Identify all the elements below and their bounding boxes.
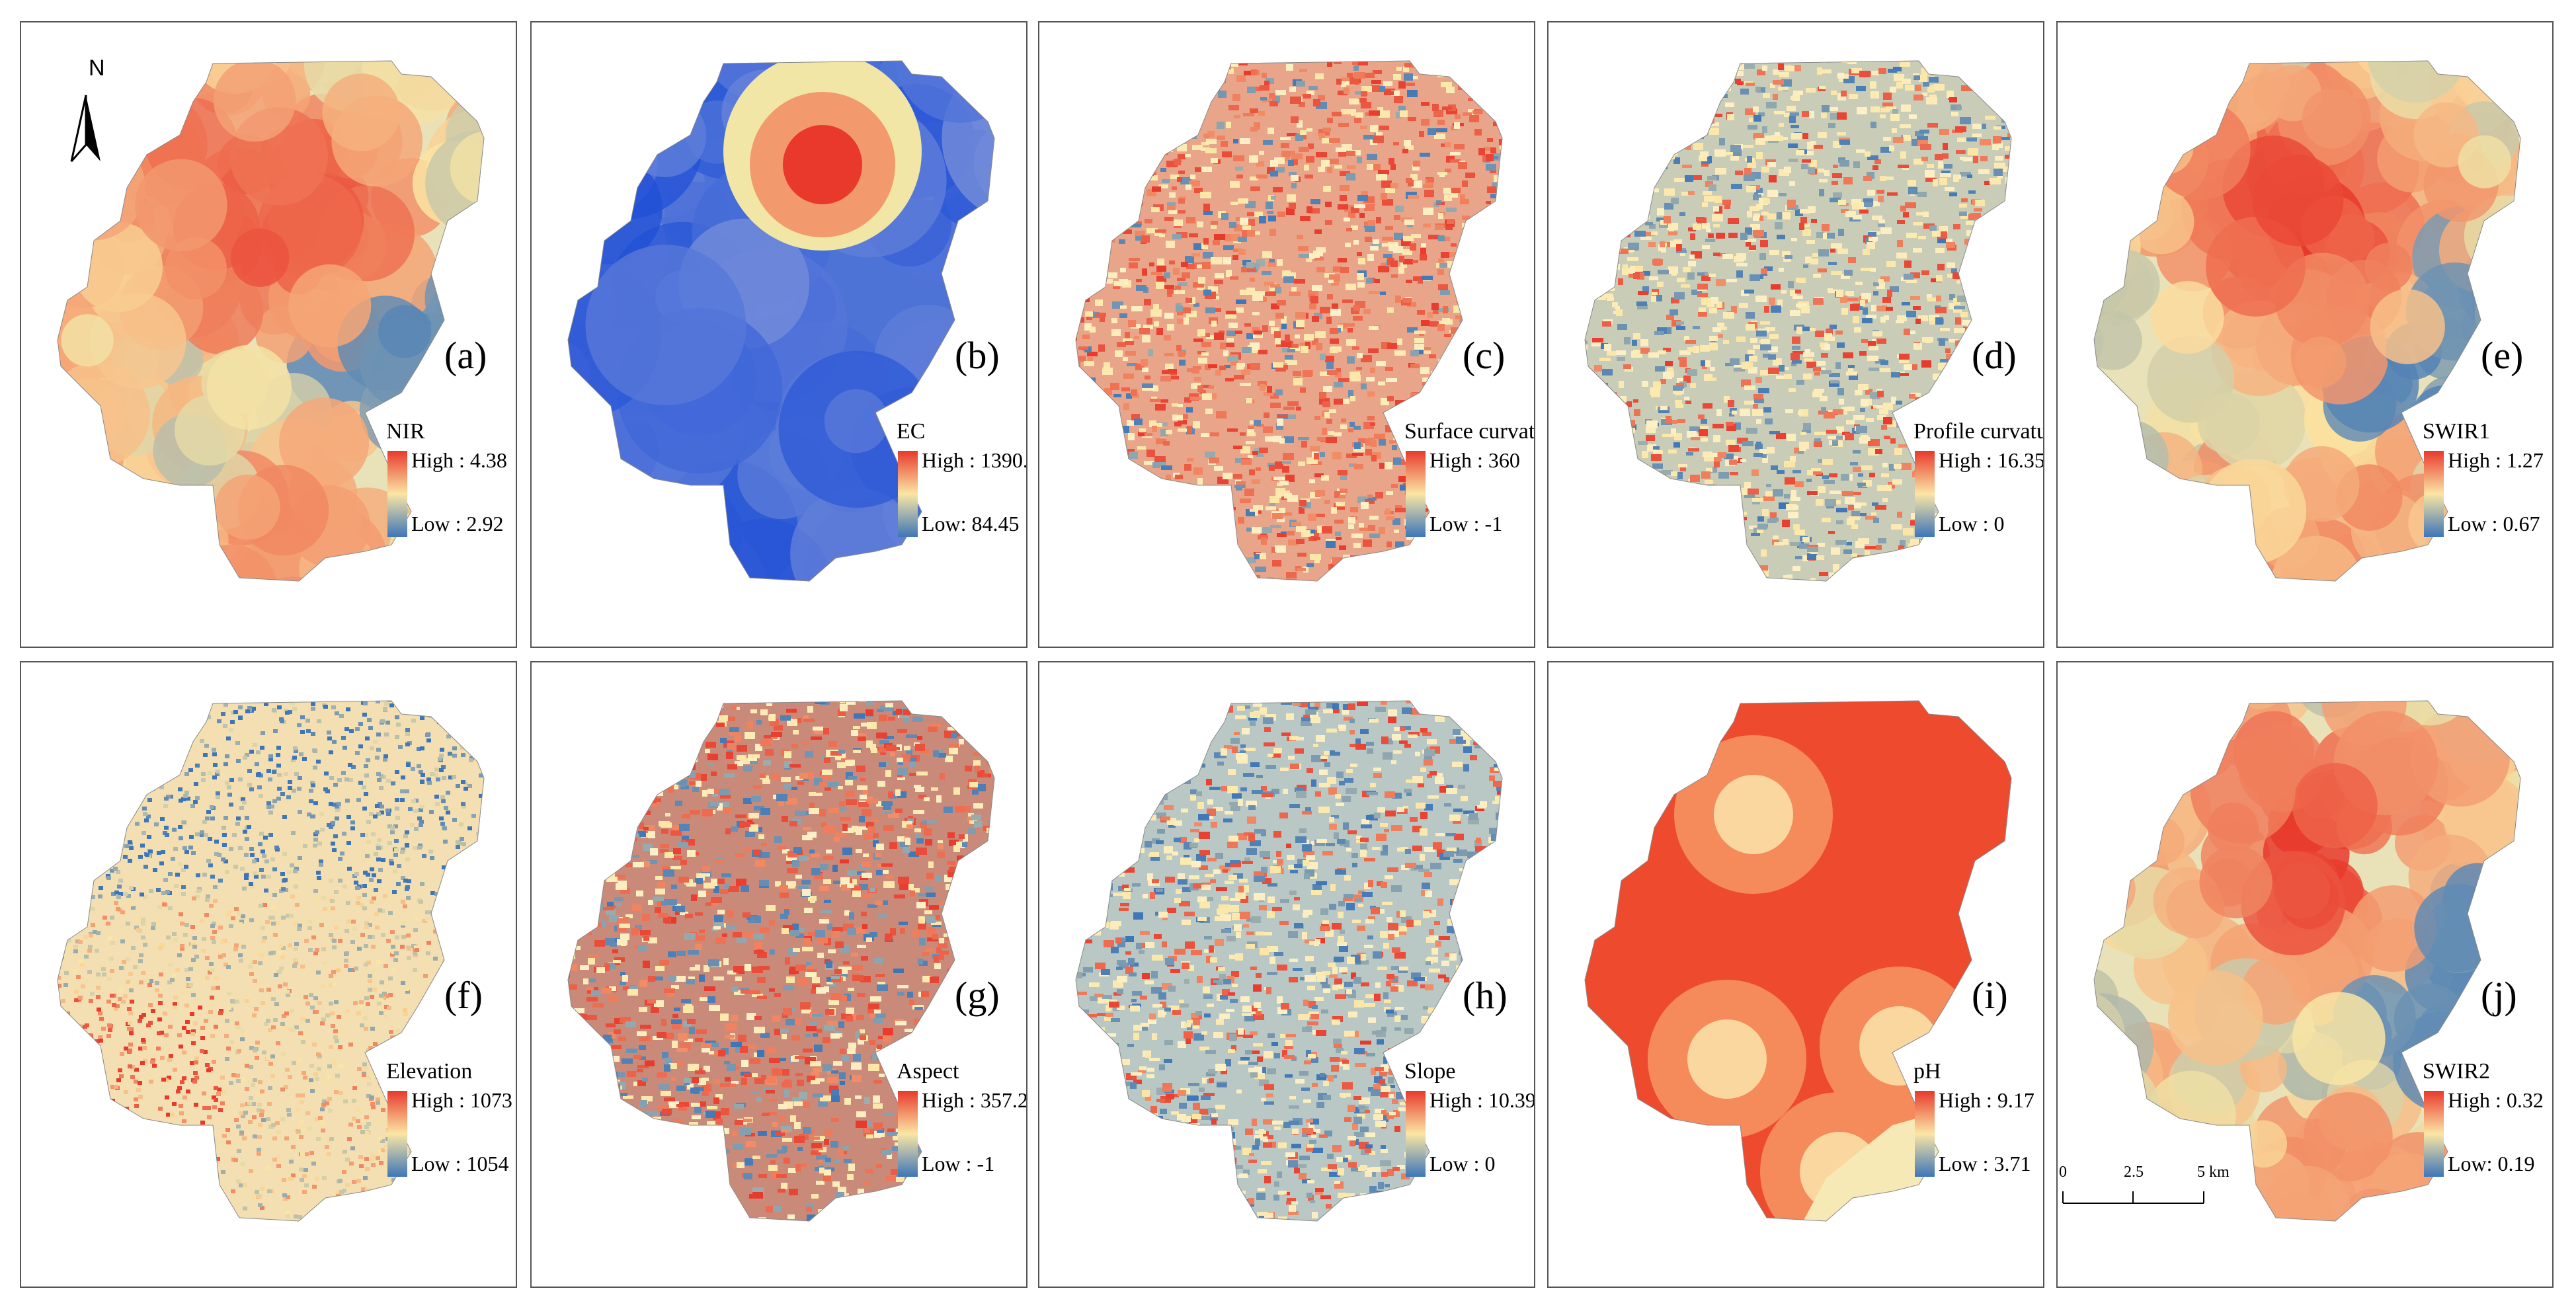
- legend-high: High : 9.17: [1939, 1088, 2034, 1112]
- legend-title: Aspect: [897, 1059, 959, 1084]
- panel-label-j: (j): [2481, 974, 2517, 1017]
- map-image-f: [57, 700, 485, 1222]
- map-image-e: [2093, 60, 2521, 582]
- map-panel-j: (j) SWIR2 High : 0.32 Low: 0.19: [2056, 661, 2554, 1288]
- panel-label-d: (d): [1972, 334, 2017, 377]
- map-image-d: [1584, 60, 2012, 582]
- legend-title: Slope: [1404, 1059, 1456, 1084]
- legend-low: Low : -1: [1429, 512, 1503, 536]
- legend-e: SWIR1 High : 1.27 Low : 0.67: [2423, 419, 2552, 571]
- legend-low: Low: 84.45: [922, 512, 1020, 536]
- legend-d: Profile curvature High : 16.35 Low : 0: [1913, 419, 2044, 571]
- legend-title: SWIR2: [2423, 1059, 2490, 1084]
- legend-j: SWIR2 High : 0.32 Low: 0.19: [2423, 1059, 2552, 1211]
- panel-label-a: (a): [444, 334, 487, 377]
- map-image-j: [2093, 700, 2521, 1222]
- legend-title: NIR: [386, 419, 425, 444]
- legend-high: High : 1390.95: [922, 448, 1027, 472]
- legend-f: Elevation High : 1073 Low : 1054: [386, 1059, 516, 1211]
- legend-title: Profile curvature: [1913, 419, 2043, 444]
- legend-high: High : 357.27: [922, 1088, 1027, 1112]
- legend-high: High : 16.35: [1939, 448, 2044, 472]
- panel-label-g: (g): [955, 974, 1000, 1017]
- legend-low: Low : -1: [922, 1152, 995, 1175]
- scale-tick-0: 0: [2059, 1164, 2067, 1181]
- legend-low: Low : 2.92: [411, 512, 504, 536]
- scale-tick-1: 2.5: [2124, 1164, 2144, 1181]
- map-image-g: [567, 700, 995, 1222]
- map-image-i: [1584, 700, 2012, 1222]
- map-panel-b: (b) EC High : 1390.95 Low: 84.45: [530, 21, 1027, 648]
- panel-label-i: (i): [1972, 974, 2008, 1017]
- legend-high: High : 1073: [411, 1088, 512, 1112]
- legend-title: EC: [897, 419, 926, 444]
- legend-color-ramp: [387, 451, 407, 537]
- legend-color-ramp: [387, 1091, 407, 1177]
- map-panel-e: (e) SWIR1 High : 1.27 Low : 0.67: [2056, 21, 2554, 648]
- legend-c: Surface curvature High : 360 Low : -1: [1404, 419, 1535, 571]
- legend-h: Slope High : 10.39 Low : 0: [1404, 1059, 1535, 1211]
- map-panel-g: (g) Aspect High : 357.27 Low : -1: [530, 661, 1027, 1288]
- legend-high: High : 0.32: [2448, 1088, 2544, 1112]
- map-image-a: [57, 60, 485, 582]
- legend-color-ramp: [1915, 451, 1935, 537]
- legend-high: High : 1.27: [2448, 448, 2544, 472]
- panel-label-h: (h): [1463, 974, 1508, 1017]
- legend-color-ramp: [2424, 1091, 2444, 1177]
- legend-color-ramp: [1915, 1091, 1935, 1177]
- legend-low: Low : 1054: [411, 1152, 509, 1175]
- legend-color-ramp: [898, 1091, 918, 1177]
- legend-color-ramp: [1406, 451, 1426, 537]
- north-arrow-icon: [60, 56, 112, 168]
- map-panel-h: (h) Slope High : 10.39 Low : 0: [1038, 661, 1535, 1288]
- north-label: N: [89, 56, 105, 81]
- legend-low: Low : 0: [1429, 1152, 1496, 1175]
- legend-i: pH High : 9.17 Low : 3.71: [1913, 1059, 2043, 1211]
- panel-label-e: (e): [2481, 334, 2524, 377]
- scale-tick-2: 5 km: [2197, 1164, 2230, 1181]
- legend-high: High : 4.38: [411, 448, 507, 472]
- panel-label-c: (c): [1463, 334, 1506, 377]
- legend-color-ramp: [2424, 451, 2444, 537]
- map-panel-a: (a) NIR High : 4.38 Low : 2.92: [20, 21, 517, 648]
- legend-color-ramp: [898, 451, 918, 537]
- legend-low: Low: 0.19: [2448, 1152, 2535, 1175]
- panel-label-b: (b): [955, 334, 1000, 377]
- legend-title: pH: [1913, 1059, 1941, 1084]
- legend-high: High : 360: [1429, 448, 1520, 472]
- legend-a: NIR High : 4.38 Low : 2.92: [386, 419, 516, 571]
- map-image-c: [1075, 60, 1503, 582]
- panel-label-f: (f): [444, 974, 483, 1017]
- legend-color-ramp: [1406, 1091, 1426, 1177]
- map-image-h: [1075, 700, 1503, 1222]
- legend-title: SWIR1: [2423, 419, 2490, 444]
- legend-g: Aspect High : 357.27 Low : -1: [897, 1059, 1027, 1211]
- legend-low: Low : 3.71: [1939, 1152, 2031, 1175]
- legend-low: Low : 0.67: [2448, 512, 2540, 536]
- legend-low: Low : 0: [1939, 512, 2005, 536]
- legend-high: High : 10.39: [1429, 1088, 1535, 1112]
- map-panel-f: (f) Elevation High : 1073 Low : 1054: [20, 661, 517, 1288]
- legend-title: Elevation: [386, 1059, 473, 1084]
- map-panel-c: (c) Surface curvature High : 360 Low : -1: [1038, 21, 1535, 648]
- map-image-b: [567, 60, 995, 582]
- legend-title: Surface curvature: [1404, 419, 1535, 444]
- legend-b: EC High : 1390.95 Low: 84.45: [897, 419, 1027, 571]
- scale-bar: 0 2.5 5 km: [2059, 1164, 2286, 1216]
- map-panel-i: (i) pH High : 9.17 Low : 3.71: [1547, 661, 2044, 1288]
- map-panel-d: (d) Profile curvature High : 16.35 Low : 0: [1547, 21, 2044, 648]
